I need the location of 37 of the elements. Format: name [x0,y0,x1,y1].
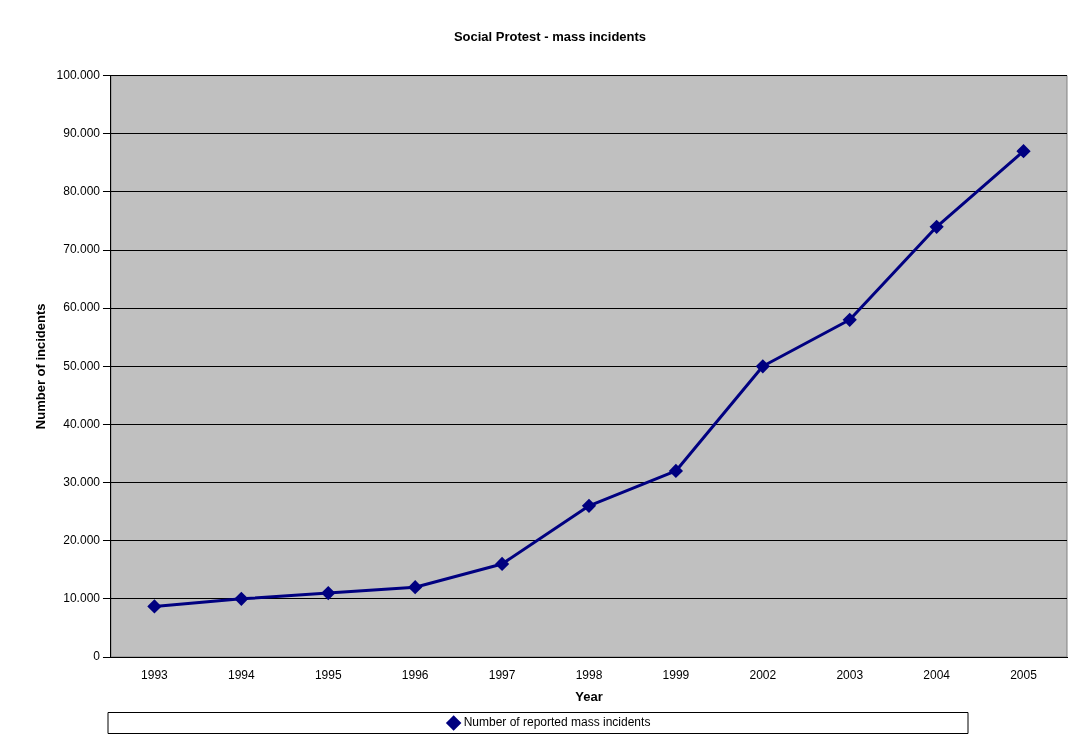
x-tick-label: 2004 [923,667,951,682]
y-tick-label: 20.000 [63,533,101,548]
point [669,464,683,478]
point [756,359,770,373]
x-tick-label: 2003 [836,667,864,682]
y-tick-label: 0 [93,649,101,664]
y-tick-label: 40.000 [63,416,101,431]
point [843,313,857,327]
y-axis-title: Number of incidents [33,303,49,430]
point [408,580,422,594]
x-tick-label: 1999 [662,667,690,682]
x-tick-label: 2005 [1010,667,1038,682]
point [321,586,335,600]
point [1017,144,1031,158]
y-tick-label: 30.000 [63,474,101,489]
x-axis-title: Year [575,688,603,704]
x-tick-label: 1996 [401,667,429,682]
y-tick-label: 80.000 [63,184,101,199]
point [495,557,509,571]
x-tick-label: 2002 [749,667,777,682]
point [234,592,248,606]
x-tick-label: 1997 [488,667,516,682]
chart-title: Social Protest - mass incidents [453,29,647,45]
x-tick-label: 1995 [314,667,342,682]
legend-label: Number of reported mass incidents [463,715,651,730]
point [582,499,596,513]
y-tick-label: 100.000 [56,67,101,82]
x-tick-label: 1994 [227,667,256,682]
y-tick-label: 60.000 [63,300,101,315]
y-tick-label: 10.000 [63,591,101,606]
point [930,220,944,234]
x-tick-label: 1993 [141,667,169,682]
x-tick-label: 1998 [575,667,603,682]
y-tick-label: 70.000 [63,242,101,257]
point [147,599,161,613]
y-tick-label: 90.000 [63,126,101,141]
y-tick-label: 50.000 [63,358,101,373]
